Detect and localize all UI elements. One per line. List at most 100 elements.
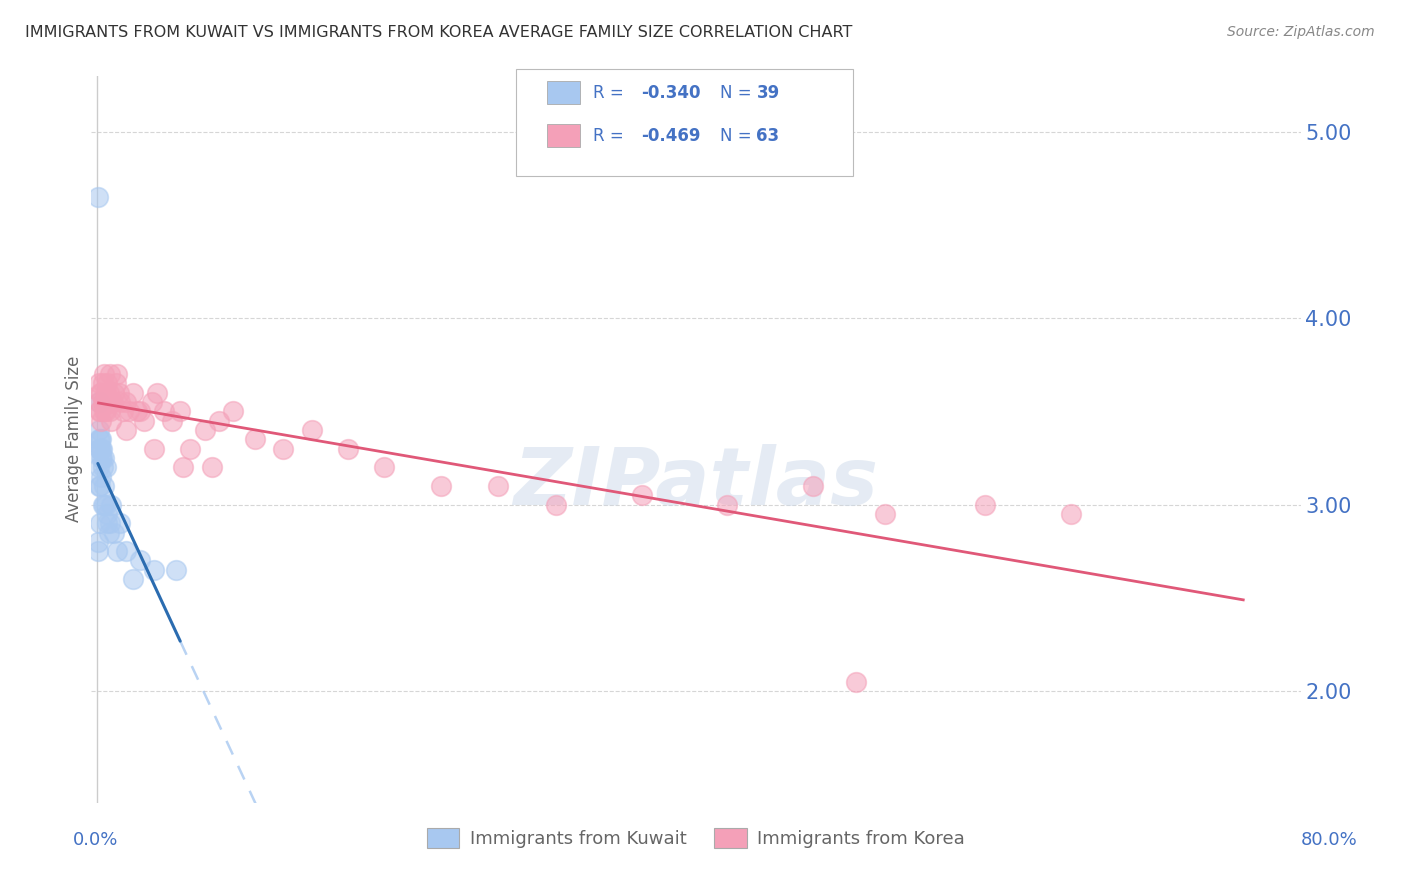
Point [87,534,110,549]
Text: N =: N = [720,84,756,102]
Point [100,498,122,512]
Point [201,460,224,475]
Y-axis label: Average Family Size: Average Family Size [65,356,83,523]
Point [630,488,652,502]
Point [91,395,114,409]
Point [111,404,134,418]
Point [89,395,111,409]
Point [122,572,145,586]
Point [803,479,825,493]
Point [103,525,125,540]
Point [129,404,152,418]
Point [141,395,163,409]
Point [98,404,121,418]
Point [93,479,115,493]
Point [87,460,110,475]
Point [108,395,131,409]
Point [89,385,111,400]
Point [90,450,112,465]
Point [486,479,509,493]
Text: IMMIGRANTS FROM KUWAIT VS IMMIGRANTS FROM KOREA AVERAGE FAMILY SIZE CORRELATION : IMMIGRANTS FROM KUWAIT VS IMMIGRANTS FRO… [25,25,852,40]
Text: R =: R = [593,84,630,102]
Point [90,450,112,465]
Text: -0.469: -0.469 [641,127,700,145]
Point [165,563,187,577]
Point [89,442,111,456]
Point [87,404,110,418]
Point [97,385,120,400]
Point [103,385,125,400]
Point [430,479,453,493]
Text: N =: N = [720,127,756,145]
Point [89,395,111,409]
Point [91,460,114,475]
Point [91,498,114,512]
Point [117,404,139,418]
Point [90,432,112,446]
Point [105,367,128,381]
Point [93,367,115,381]
Point [974,498,997,512]
Point [143,442,166,456]
Point [114,544,136,558]
Point [129,553,152,567]
Point [193,423,215,437]
Point [98,367,121,381]
Point [89,404,111,418]
Point [90,385,112,400]
Point [87,479,110,493]
Point [273,442,295,456]
Text: Source: ZipAtlas.com: Source: ZipAtlas.com [1227,25,1375,39]
Point [87,544,110,558]
Point [1060,507,1083,521]
Point [845,674,868,689]
Point [96,516,118,531]
Point [89,516,111,531]
Point [114,423,136,437]
Point [89,423,111,437]
Point [93,450,115,465]
Text: 63: 63 [756,127,779,145]
Point [336,442,359,456]
Point [146,385,169,400]
Point [160,414,183,428]
Point [90,442,112,456]
Point [243,432,266,446]
Point [716,498,738,512]
Point [87,432,110,446]
Point [97,395,120,409]
Text: ZIPatlas: ZIPatlas [513,444,879,522]
Point [114,395,136,409]
Point [301,423,323,437]
Point [108,516,131,531]
Point [87,376,110,391]
Point [93,404,115,418]
Point [94,498,117,512]
Point [94,460,117,475]
Point [127,404,149,418]
Point [153,404,176,418]
Text: 0.0%: 0.0% [73,831,118,849]
Point [222,404,245,418]
Point [179,442,201,456]
Point [208,414,231,428]
Point [87,190,110,204]
Text: 80.0%: 80.0% [1301,831,1357,849]
Point [91,442,114,456]
Point [172,460,194,475]
Point [169,404,191,418]
Point [93,498,115,512]
Point [89,432,111,446]
Point [94,385,117,400]
Point [90,469,112,483]
Point [104,376,127,391]
Point [373,460,395,475]
Point [96,376,118,391]
Point [544,498,567,512]
Point [101,395,124,409]
Point [143,563,166,577]
Point [134,414,156,428]
Point [96,395,118,409]
Point [90,414,112,428]
Text: -0.340: -0.340 [641,84,700,102]
